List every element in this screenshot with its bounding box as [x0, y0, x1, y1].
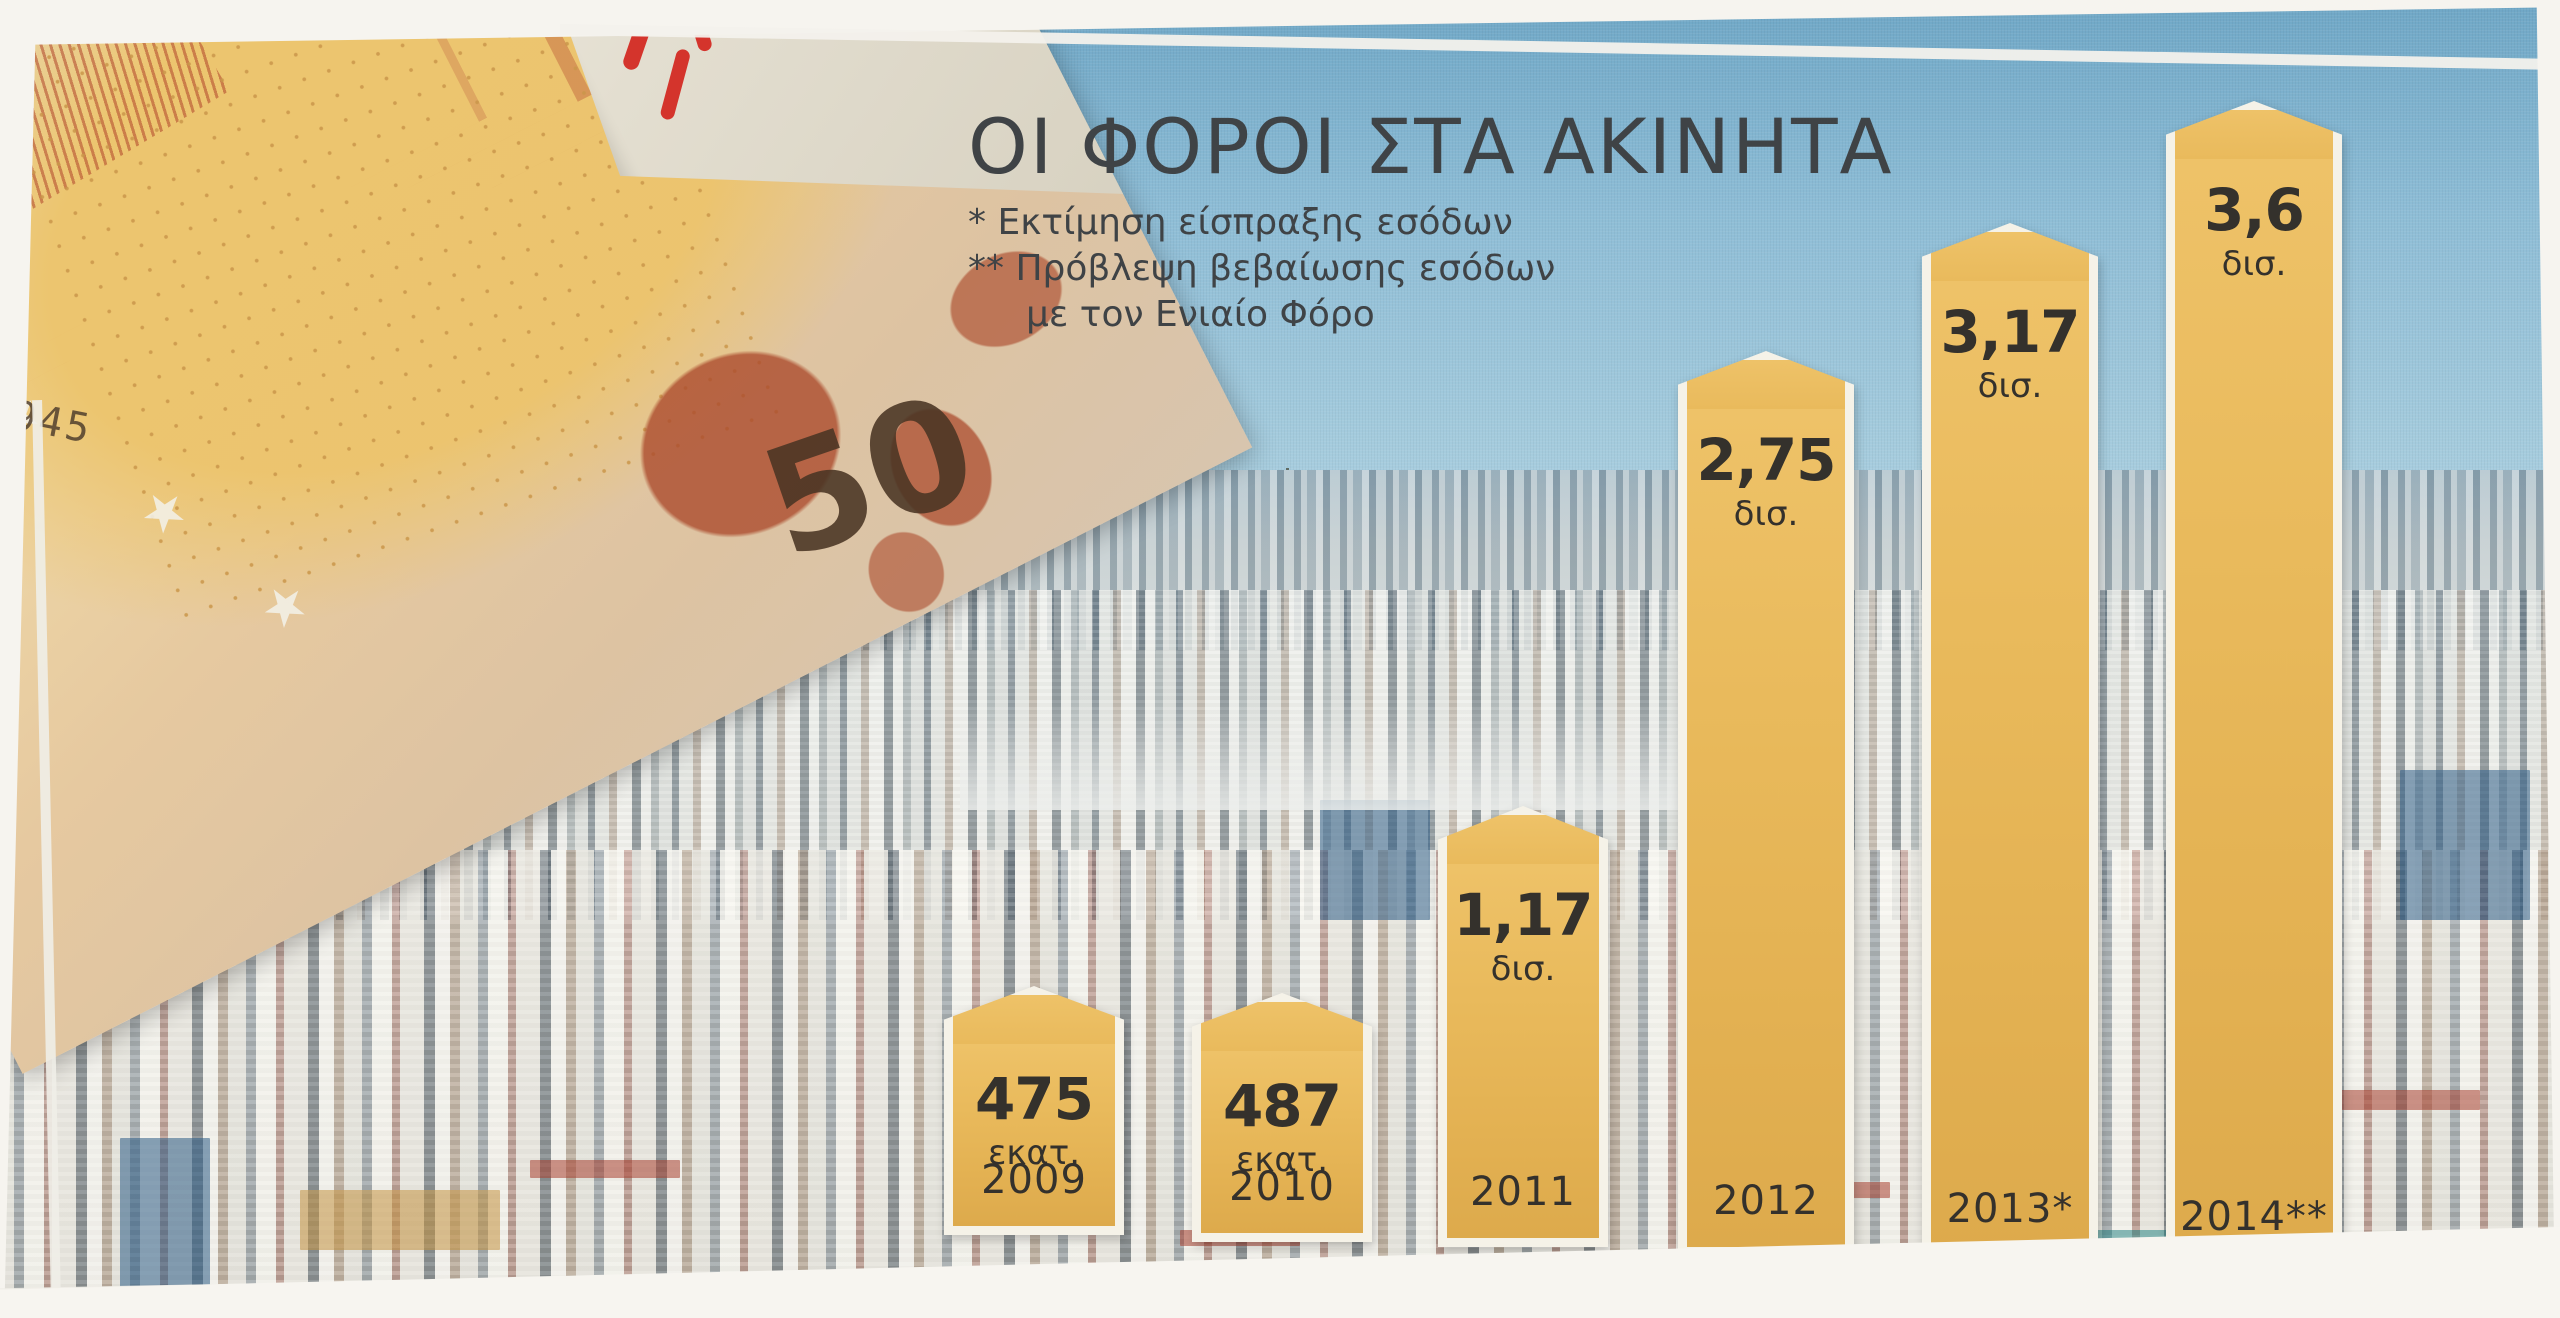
bar-unit: δισ. [1977, 366, 2043, 406]
bar-unit: εκατ. [1235, 1140, 1329, 1180]
atmospheric-haze [960, 700, 1720, 810]
bar-year: 2012 [1713, 1178, 1819, 1224]
bar-unit: δισ. [1490, 949, 1556, 989]
roof-accent [2320, 1090, 2480, 1110]
bar-year: 2011 [1470, 1169, 1576, 1215]
roof-accent [2400, 770, 2530, 920]
bar-value: 487 [1222, 1072, 1342, 1140]
page-title: ΟΙ ΦΟΡΟΙ ΣΤΑ ΑΚΙΝΗΤΑ [968, 102, 1894, 191]
bar-2009: 475 εκατ. 2009 [944, 986, 1124, 1235]
bar-value: 475 [974, 1065, 1094, 1133]
bar-value: 3,17 [1940, 298, 2080, 366]
bar-year: 2010 [1229, 1164, 1335, 1210]
footnote-single-asterisk: * Εκτίμηση είσπραξης εσόδων [968, 202, 1513, 244]
bar-unit: εκατ. [987, 1133, 1081, 1173]
bar-unit: δισ. [1733, 494, 1799, 534]
roof-accent [530, 1160, 680, 1178]
bar-2010: 487 εκατ. 2010 [1192, 993, 1372, 1242]
footnote-double-asterisk-line2: με τον Ενιαίο Φόρο [1026, 293, 1375, 335]
bar-2011: 1,17 δισ. 2011 [1438, 806, 1608, 1247]
roof-accent [300, 1190, 500, 1250]
bar-year: 2014** [2180, 1194, 2328, 1240]
bar-unit: δισ. [2221, 244, 2287, 284]
bar-year: 2013* [1946, 1186, 2074, 1232]
bar-year: 2009 [981, 1157, 1087, 1203]
footnotes-block: * Εκτίμηση είσπραξης εσόδων ** Πρόβλεψη … [968, 202, 2088, 335]
bar-2013: 3,17 δισ. 2013* [1922, 223, 2098, 1264]
bar-2012: 2,75 δισ. 2012 [1678, 351, 1854, 1256]
bar-value: 3,6 [2204, 176, 2305, 244]
footnote-double-asterisk: ** Πρόβλεψη βεβαίωσης εσόδων [968, 248, 1556, 290]
bar-value: 2,75 [1696, 426, 1836, 494]
bar-value: 1,17 [1453, 881, 1593, 949]
bar-2014: 3,6 δισ. 2014** [2166, 101, 2342, 1272]
roof-accent [1320, 800, 1430, 920]
roof-accent [120, 1138, 210, 1298]
headline-block: ΟΙ ΦΟΡΟΙ ΣΤΑ ΑΚΙΝΗΤΑ * Εκτίμηση είσπραξη… [968, 102, 2088, 340]
